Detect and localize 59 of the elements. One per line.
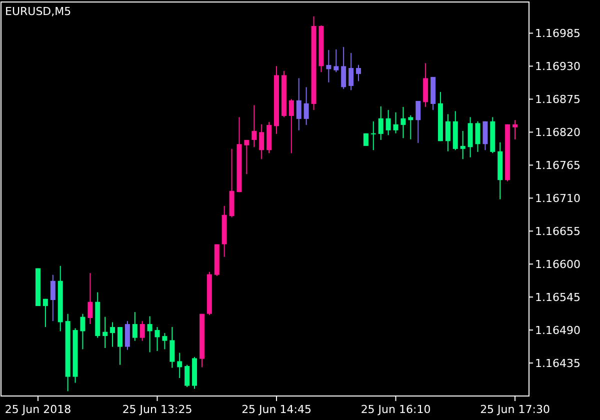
candlestick — [370, 120, 376, 151]
candlestick — [154, 326, 160, 352]
x-tick-label: 25 Jun 2018 — [4, 403, 72, 416]
candlestick — [117, 326, 122, 366]
candlestick — [162, 332, 168, 350]
candlestick — [460, 130, 466, 160]
candlestick — [378, 106, 384, 140]
candlestick — [445, 114, 450, 152]
candlestick — [80, 313, 86, 350]
candlestick — [423, 62, 428, 108]
candlestick — [132, 312, 138, 342]
y-tick-label: 1.16710 — [535, 192, 580, 205]
candlestick — [252, 104, 257, 148]
candlestick — [42, 298, 48, 328]
candlestick — [393, 112, 398, 134]
candlestick — [288, 98, 294, 154]
candlestick — [416, 100, 421, 144]
candlestick — [102, 316, 108, 349]
y-tick-label: 1.16765 — [535, 158, 580, 172]
candlestick — [326, 49, 332, 83]
candlestick — [184, 364, 190, 388]
candlestick — [124, 320, 130, 350]
candlestick — [512, 120, 518, 140]
candlestick — [400, 106, 406, 139]
candlestick — [482, 120, 488, 151]
y-tick-label: 1.16600 — [535, 258, 580, 271]
candlestick — [177, 352, 182, 379]
x-tick-label: 25 Jun 16:10 — [360, 403, 431, 416]
candlestick — [244, 139, 250, 175]
y-tick-label: 1.16875 — [535, 93, 580, 106]
chart-title: EURUSD,M5 — [5, 5, 72, 18]
candlestick — [386, 109, 391, 136]
candlestick — [88, 272, 93, 325]
candlestick — [363, 132, 368, 146]
y-tick-label: 1.16820 — [535, 126, 580, 139]
y-tick-label: 1.16490 — [535, 324, 580, 337]
x-tick-label: 25 Jun 17:30 — [480, 403, 550, 416]
candlestick — [140, 320, 145, 342]
x-tick-label: 25 Jun 14:45 — [242, 403, 312, 416]
candlestick — [259, 124, 264, 160]
y-tick-label: 1.16435 — [535, 356, 580, 370]
candlestick — [147, 316, 152, 353]
candlestick — [50, 274, 56, 322]
candlestick — [348, 52, 354, 91]
candlestick — [468, 116, 473, 158]
y-tick-label: 1.16655 — [535, 224, 580, 238]
candlestick — [475, 120, 480, 152]
candlestick — [110, 322, 116, 348]
x-tick-label: 25 Jun 13:25 — [122, 403, 192, 416]
candlestick — [408, 114, 414, 140]
y-tick-label: 1.16930 — [535, 60, 580, 74]
candlestick — [170, 326, 175, 368]
y-tick-label: 1.16985 — [535, 27, 580, 40]
candlestick — [304, 86, 309, 126]
candlestick — [296, 78, 302, 131]
candlestick — [341, 46, 346, 90]
candlestick — [334, 48, 339, 73]
candlestick — [356, 64, 361, 82]
y-tick-label: 1.16545 — [535, 290, 580, 304]
